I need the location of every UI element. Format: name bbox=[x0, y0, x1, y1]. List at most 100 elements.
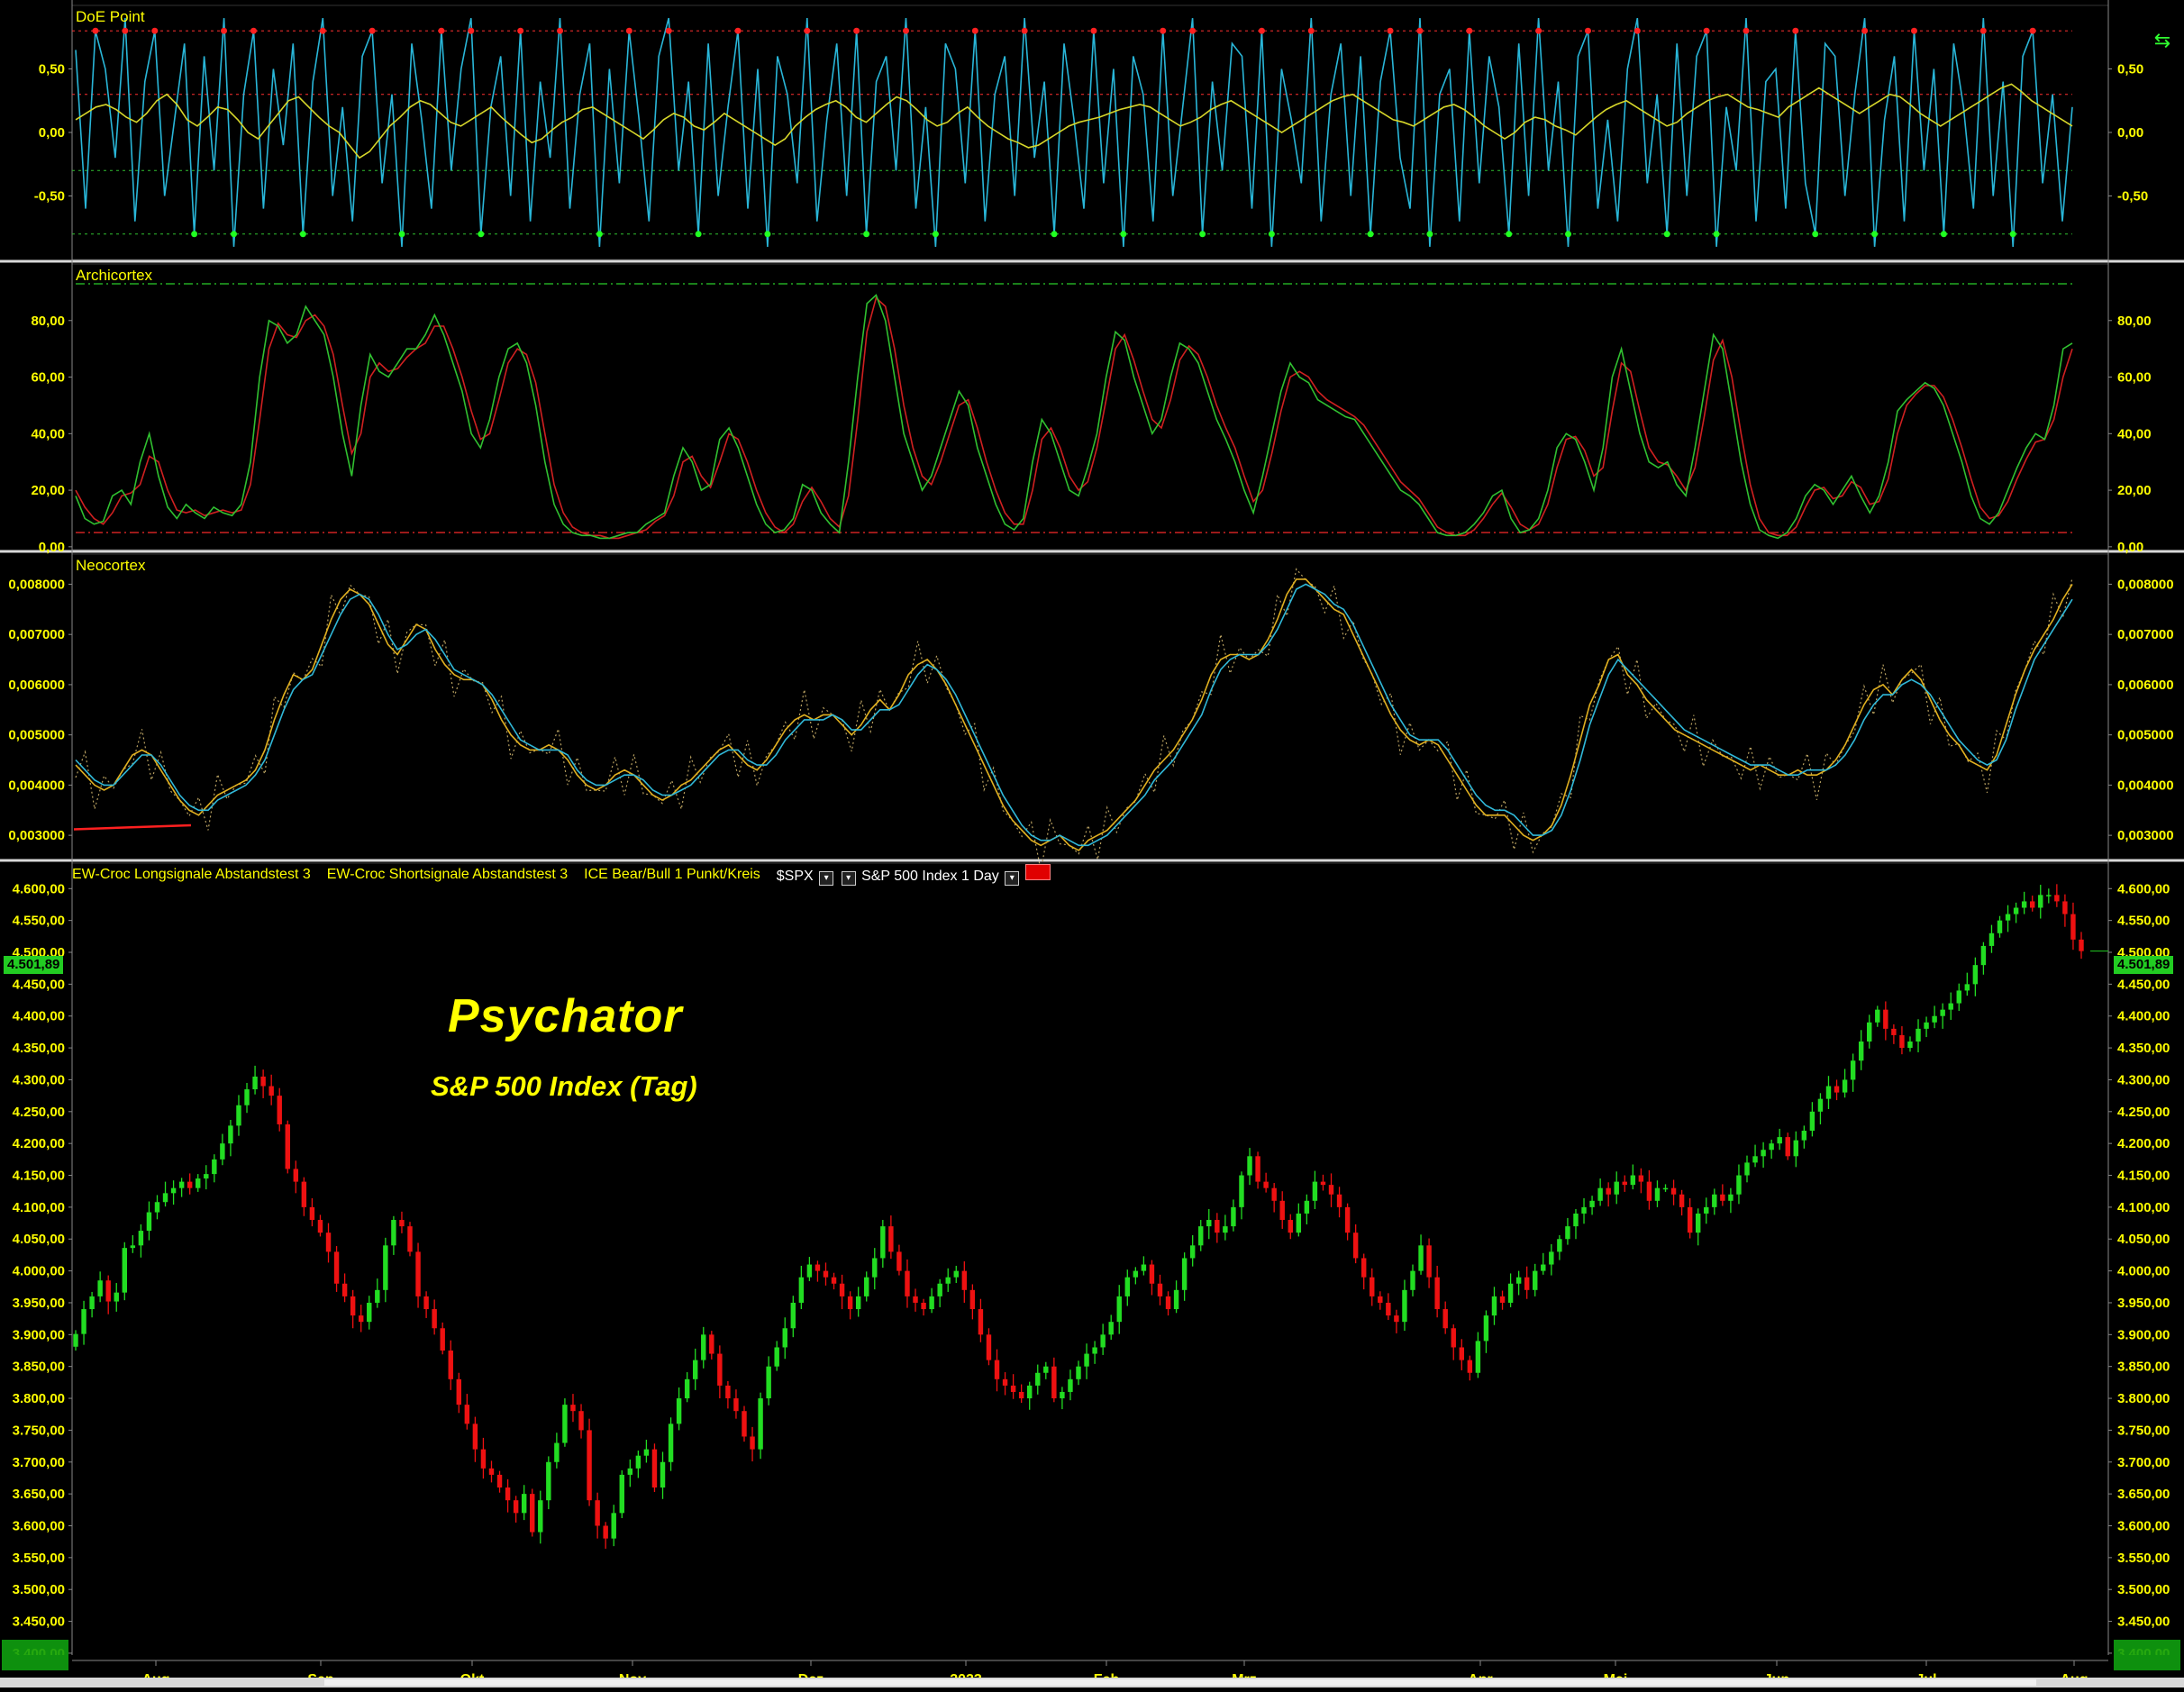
candle-body bbox=[1157, 1283, 1163, 1296]
candle-body bbox=[1769, 1143, 1774, 1151]
doe-bottom-marker bbox=[1506, 231, 1513, 238]
chart-subtitle: S&P 500 Index (Tag) bbox=[431, 1070, 697, 1102]
candle-body bbox=[1328, 1185, 1334, 1195]
last-price-tag-right: 4.501,89 bbox=[2114, 956, 2174, 974]
candle-body bbox=[872, 1258, 878, 1278]
candle-body bbox=[1124, 1277, 1131, 1296]
candle-body bbox=[1972, 965, 1979, 985]
y-tick-right-neo: 0,005000 bbox=[2117, 728, 2174, 743]
candle-body bbox=[1442, 1309, 1448, 1329]
y-tick-right-price: 3.950,00 bbox=[2117, 1296, 2170, 1311]
candle-body bbox=[1394, 1315, 1399, 1323]
candle-body bbox=[277, 1096, 282, 1124]
doe-top-marker bbox=[1387, 27, 1394, 34]
candle-body bbox=[937, 1283, 942, 1296]
candle-body bbox=[1875, 1009, 1880, 1023]
doe-top-marker bbox=[1160, 27, 1167, 34]
symbol-menu-icon[interactable]: ▾ bbox=[841, 871, 856, 886]
doe-bottom-marker bbox=[1565, 231, 1572, 238]
candle-body bbox=[1344, 1206, 1351, 1233]
y-tick-left-price: 3.850,00 bbox=[13, 1360, 65, 1375]
symbol-selector[interactable]: $SPX ▾ ▾ S&P 500 Index 1 Day ▾ bbox=[777, 864, 1051, 886]
candle-body bbox=[2038, 895, 2043, 908]
doe-top-marker bbox=[517, 27, 524, 34]
doe-top-marker bbox=[1633, 27, 1641, 34]
y-tick-right-price: 3.700,00 bbox=[2117, 1455, 2170, 1470]
candle-body bbox=[1035, 1372, 1041, 1386]
close-chart-icon[interactable] bbox=[1024, 864, 1051, 880]
candle-body bbox=[1288, 1220, 1293, 1233]
candle-body bbox=[268, 1086, 274, 1096]
candle-body bbox=[798, 1277, 805, 1303]
doe-top-marker bbox=[1703, 27, 1710, 34]
interval-dropdown-icon[interactable]: ▾ bbox=[1005, 871, 1020, 886]
y-tick-left-neo: 0,005000 bbox=[8, 728, 65, 743]
doe-bottom-marker bbox=[478, 231, 485, 238]
candle-body bbox=[196, 1178, 201, 1188]
y-tick-left-archi: 80,00 bbox=[31, 314, 65, 329]
candle-body bbox=[1378, 1296, 1383, 1303]
symbol-dropdown-icon[interactable]: ▾ bbox=[819, 871, 834, 886]
y-tick-left-price: 3.900,00 bbox=[13, 1327, 65, 1342]
indicator-ice-bear-bull[interactable]: ICE Bear/Bull 1 Punkt/Kreis bbox=[584, 867, 760, 882]
candle-body bbox=[2029, 901, 2035, 908]
candle-body bbox=[1785, 1137, 1790, 1157]
candle-body bbox=[1092, 1347, 1097, 1354]
candle-body bbox=[1801, 1131, 1807, 1141]
y-tick-left-price: 3.550,00 bbox=[13, 1551, 65, 1566]
candle-body bbox=[684, 1378, 690, 1399]
candle-body bbox=[717, 1353, 723, 1386]
candle-body bbox=[187, 1181, 193, 1188]
candle-body bbox=[1736, 1175, 1742, 1195]
candle-body bbox=[668, 1424, 674, 1462]
y-tick-right-price: 4.100,00 bbox=[2117, 1200, 2170, 1215]
candle-body bbox=[1263, 1181, 1269, 1188]
candle-body bbox=[839, 1283, 845, 1296]
candle-body bbox=[1614, 1181, 1619, 1195]
candle-body bbox=[1932, 1015, 1937, 1023]
candle-body bbox=[1076, 1366, 1081, 1379]
candle-body bbox=[554, 1442, 560, 1462]
doe-point-line bbox=[75, 17, 2073, 247]
candle-body bbox=[1418, 1245, 1424, 1271]
y-tick-left-archi: 40,00 bbox=[31, 426, 65, 441]
candle-body bbox=[2046, 895, 2052, 896]
scrollbar-thumb bbox=[324, 1679, 2036, 1686]
indicator-long-signals[interactable]: EW-Croc Longsignale Abstandstest 3 bbox=[72, 867, 311, 882]
candle-body bbox=[2054, 895, 2060, 902]
doe-top-marker bbox=[122, 27, 129, 34]
y-tick-right-price: 4.000,00 bbox=[2117, 1264, 2170, 1279]
y-tick-right-archi: 40,00 bbox=[2117, 426, 2152, 441]
y-tick-left-archi: 60,00 bbox=[31, 370, 65, 386]
doe-bottom-marker bbox=[231, 231, 238, 238]
doe-top-marker bbox=[1743, 27, 1750, 34]
candle-body bbox=[611, 1513, 616, 1539]
candle-body bbox=[2005, 914, 2011, 921]
candle-body bbox=[1271, 1187, 1277, 1201]
candle-body bbox=[317, 1220, 323, 1233]
y-tick-right-neo: 0,007000 bbox=[2117, 627, 2174, 642]
candle-body bbox=[766, 1366, 771, 1399]
indicator-short-signals[interactable]: EW-Croc Shortsignale Abstandstest 3 bbox=[326, 867, 569, 882]
candle-body bbox=[595, 1500, 600, 1526]
candle-body bbox=[758, 1398, 763, 1450]
candle-body bbox=[1426, 1245, 1432, 1278]
candle-body bbox=[538, 1500, 543, 1533]
doe-bottom-marker bbox=[596, 231, 603, 238]
candle-body bbox=[2079, 939, 2084, 951]
scroll-arrows-icon: ⇆ bbox=[2154, 30, 2170, 52]
candle-body bbox=[1565, 1226, 1570, 1240]
candle-body bbox=[806, 1264, 813, 1278]
candle-body bbox=[1549, 1251, 1554, 1265]
y-tick-left-neo: 0,003000 bbox=[8, 828, 65, 843]
candle-body bbox=[480, 1449, 487, 1469]
candle-body bbox=[1956, 990, 1961, 1004]
candle-body bbox=[1899, 1034, 1905, 1049]
doe-bottom-marker bbox=[1940, 231, 1947, 238]
candle-body bbox=[285, 1123, 290, 1169]
y-tick-left-doe: 0,50 bbox=[39, 62, 65, 77]
candle-body bbox=[1834, 1086, 1840, 1093]
candle-body bbox=[660, 1461, 666, 1488]
candle-body bbox=[309, 1206, 315, 1221]
interval-label: 1 Day bbox=[960, 869, 999, 884]
